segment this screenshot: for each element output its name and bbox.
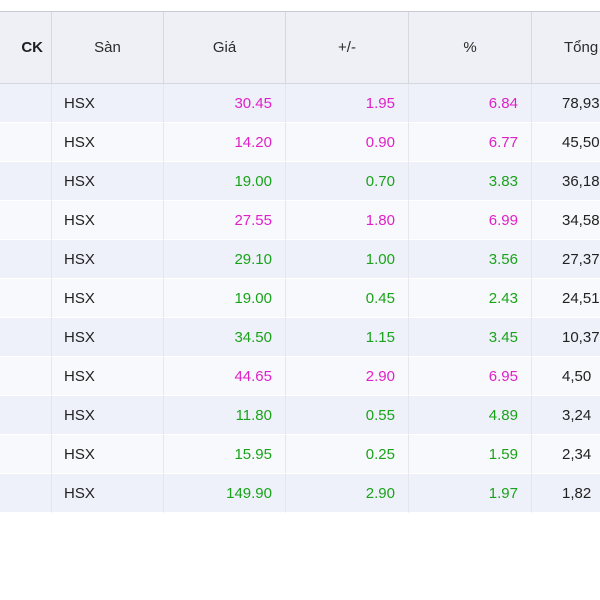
cell-change: 1.80	[286, 201, 409, 240]
cell-ck	[0, 201, 52, 240]
column-header-tong[interactable]: Tổng	[532, 11, 600, 84]
table-row[interactable]: HSX 30.45 1.95 6.84 78,93	[0, 84, 600, 123]
table-row[interactable]: HSX 149.90 2.90 1.97 1,82	[0, 474, 600, 513]
cell-ck	[0, 162, 52, 201]
cell-change: 0.70	[286, 162, 409, 201]
cell-change: 1.00	[286, 240, 409, 279]
cell-change: 1.15	[286, 318, 409, 357]
cell-san: HSX	[52, 474, 164, 513]
cell-san: HSX	[52, 435, 164, 474]
cell-tong: 24,51	[532, 279, 600, 318]
cell-tong: 27,37	[532, 240, 600, 279]
cell-tong: 78,93	[532, 84, 600, 123]
cell-change: 0.55	[286, 396, 409, 435]
table-row[interactable]: HSX 44.65 2.90 6.95 4,50	[0, 357, 600, 396]
cell-tong: 1,82	[532, 474, 600, 513]
cell-san: HSX	[52, 357, 164, 396]
cell-ck	[0, 123, 52, 162]
cell-san: HSX	[52, 279, 164, 318]
cell-gia: 11.80	[164, 396, 286, 435]
table-header: CK Sàn Giá +/- % Tổng	[0, 11, 600, 84]
cell-ck	[0, 279, 52, 318]
cell-gia: 29.10	[164, 240, 286, 279]
cell-percent: 6.77	[409, 123, 532, 162]
column-header-change[interactable]: +/-	[286, 11, 409, 84]
cell-ck	[0, 84, 52, 123]
cell-gia: 30.45	[164, 84, 286, 123]
table-row[interactable]: HSX 11.80 0.55 4.89 3,24	[0, 396, 600, 435]
cell-san: HSX	[52, 318, 164, 357]
header-row: CK Sàn Giá +/- % Tổng	[0, 11, 600, 84]
table-row[interactable]: HSX 27.55 1.80 6.99 34,58	[0, 201, 600, 240]
cell-percent: 6.99	[409, 201, 532, 240]
cell-percent: 3.56	[409, 240, 532, 279]
cell-percent: 2.43	[409, 279, 532, 318]
column-header-ck[interactable]: CK	[0, 11, 52, 84]
cell-ck	[0, 318, 52, 357]
table-row[interactable]: HSX 29.10 1.00 3.56 27,37	[0, 240, 600, 279]
cell-gia: 44.65	[164, 357, 286, 396]
cell-ck	[0, 357, 52, 396]
table-row[interactable]: HSX 15.95 0.25 1.59 2,34	[0, 435, 600, 474]
cell-tong: 45,50	[532, 123, 600, 162]
cell-change: 0.25	[286, 435, 409, 474]
cell-gia: 15.95	[164, 435, 286, 474]
cell-san: HSX	[52, 123, 164, 162]
cell-change: 2.90	[286, 357, 409, 396]
cell-gia: 27.55	[164, 201, 286, 240]
column-header-percent[interactable]: %	[409, 11, 532, 84]
cell-percent: 6.95	[409, 357, 532, 396]
cell-ck	[0, 435, 52, 474]
cell-percent: 3.45	[409, 318, 532, 357]
table-body: HSX 30.45 1.95 6.84 78,93 HSX 14.20 0.90 6.77 45,…	[0, 84, 600, 513]
cell-change: 0.90	[286, 123, 409, 162]
cell-ck	[0, 240, 52, 279]
cell-tong: 34,58	[532, 201, 600, 240]
cell-san: HSX	[52, 162, 164, 201]
stock-table: CK Sàn Giá +/- % Tổng HSX 30.45 1.95 6.84 78…	[0, 11, 600, 513]
table-row[interactable]: HSX 34.50 1.15 3.45 10,37	[0, 318, 600, 357]
cell-change: 0.45	[286, 279, 409, 318]
cell-san: HSX	[52, 240, 164, 279]
column-header-san[interactable]: Sàn	[52, 11, 164, 84]
cell-san: HSX	[52, 201, 164, 240]
cell-gia: 19.00	[164, 162, 286, 201]
cell-tong: 36,18	[532, 162, 600, 201]
column-header-gia[interactable]: Giá	[164, 11, 286, 84]
cell-tong: 2,34	[532, 435, 600, 474]
cell-percent: 3.83	[409, 162, 532, 201]
cell-percent: 1.59	[409, 435, 532, 474]
cell-percent: 4.89	[409, 396, 532, 435]
cell-gia: 14.20	[164, 123, 286, 162]
cell-change: 1.95	[286, 84, 409, 123]
cell-percent: 1.97	[409, 474, 532, 513]
cell-ck	[0, 396, 52, 435]
table-row[interactable]: HSX 19.00 0.70 3.83 36,18	[0, 162, 600, 201]
cell-change: 2.90	[286, 474, 409, 513]
cell-ck	[0, 474, 52, 513]
cell-gia: 34.50	[164, 318, 286, 357]
cell-tong: 3,24	[532, 396, 600, 435]
cell-percent: 6.84	[409, 84, 532, 123]
cell-gia: 19.00	[164, 279, 286, 318]
table-row[interactable]: HSX 19.00 0.45 2.43 24,51	[0, 279, 600, 318]
table-row[interactable]: HSX 14.20 0.90 6.77 45,50	[0, 123, 600, 162]
cell-san: HSX	[52, 84, 164, 123]
cell-gia: 149.90	[164, 474, 286, 513]
cell-tong: 4,50	[532, 357, 600, 396]
cell-san: HSX	[52, 396, 164, 435]
cell-tong: 10,37	[532, 318, 600, 357]
